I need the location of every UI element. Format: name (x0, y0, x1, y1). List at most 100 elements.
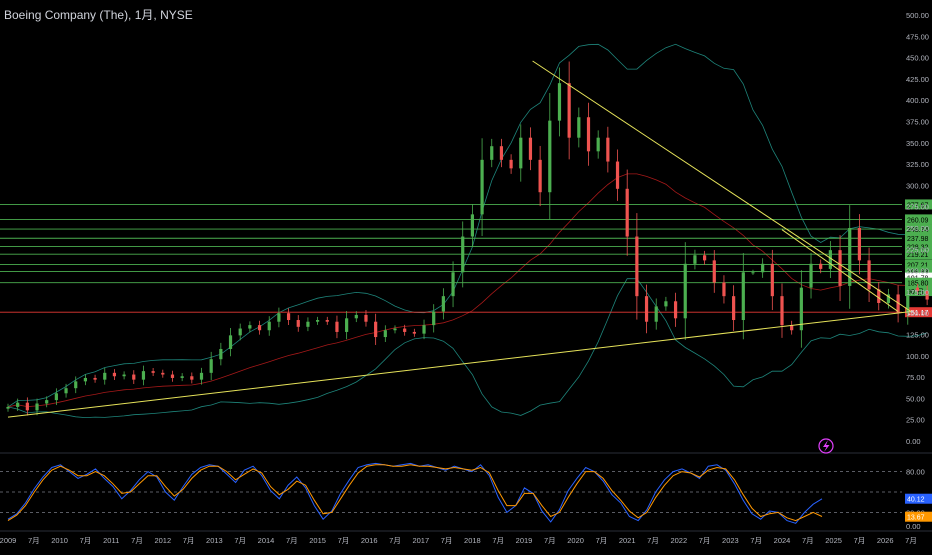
candle-body (741, 272, 745, 321)
candle-body (374, 321, 378, 338)
x-tick-label: 2018 (464, 536, 481, 545)
price-level-tag (905, 233, 932, 244)
x-tick-label: 7月 (286, 536, 298, 545)
y-tick-label: 475.00 (906, 32, 929, 41)
x-tick-label: 2024 (774, 536, 791, 545)
x-tick-label: 7月 (183, 536, 195, 545)
y-tick-label: 350.00 (906, 139, 929, 148)
candle-body (412, 331, 416, 334)
x-tick-label: 7月 (596, 536, 608, 545)
candle-body (141, 371, 146, 380)
x-tick-label: 2023 (722, 536, 739, 545)
price-level-label: 260.09 (907, 217, 929, 224)
grid (0, 452, 932, 532)
candle-body (364, 314, 368, 322)
candle-body (925, 291, 929, 300)
candle-body (519, 137, 523, 169)
x-tick-label: 2021 (619, 536, 636, 545)
candle-body (751, 272, 755, 274)
candle-body (635, 236, 639, 297)
candle-body (161, 372, 165, 375)
price-level-tag (905, 307, 932, 318)
candle-body (896, 294, 900, 314)
candle-body (877, 289, 881, 303)
y-tick-label: 400.00 (906, 96, 929, 105)
price-level-tag (905, 214, 932, 225)
x-tick-label: 7月 (234, 536, 246, 545)
lightning-icon[interactable] (818, 438, 834, 454)
candle-body (209, 359, 213, 373)
candle-body (93, 377, 97, 380)
candle-body (132, 374, 136, 380)
trendline (781, 229, 899, 312)
candle-body (122, 374, 126, 377)
candle-body (112, 372, 117, 377)
stoch-readout-label: 40.12 (907, 497, 925, 504)
x-tick-label: 2012 (154, 536, 171, 545)
stoch-y-tick-label: 80.00 (906, 468, 925, 477)
candle-body (673, 301, 678, 319)
x-tick-label: 7月 (492, 536, 504, 545)
y-tick-label: 100.00 (906, 352, 929, 361)
stoch-y-tick-label: 0.00 (906, 522, 921, 531)
bollinger-bands (7, 43, 928, 419)
x-tick-label: 7月 (338, 536, 350, 545)
candle-body (257, 325, 262, 331)
candle-body (586, 117, 591, 152)
candle-body (35, 403, 39, 411)
candle-body (499, 146, 504, 160)
candle-body (103, 372, 107, 380)
candle-body (238, 328, 242, 336)
candle-body (296, 320, 300, 327)
x-tick-label: 7月 (802, 536, 814, 545)
candle-body (606, 137, 610, 162)
candle-body (538, 159, 542, 193)
x-tick-label: 2025 (825, 536, 842, 545)
price-level-label: 248.74 (907, 227, 929, 234)
candle-body (509, 159, 513, 169)
stoch-k-line (7, 462, 823, 524)
price-level-label: 277.67 (907, 202, 929, 209)
y-tick-label: 150.00 (906, 309, 929, 318)
x-tick-label: 7月 (544, 536, 556, 545)
price-level-tag (905, 277, 932, 288)
candle-body (16, 402, 20, 407)
candle-body (190, 376, 194, 380)
candle-body (286, 313, 291, 321)
x-tick-label: 2019 (516, 536, 533, 545)
candle-body (886, 294, 891, 303)
candle-body (490, 146, 494, 160)
candle-body (790, 325, 794, 331)
candle-body (732, 296, 736, 321)
candle-body (83, 377, 87, 382)
x-tick-label: 7月 (389, 536, 401, 545)
candle-body (799, 287, 803, 331)
candle-body (828, 250, 832, 269)
candle-body (596, 137, 600, 152)
candle-body (857, 228, 861, 261)
trendline (532, 60, 912, 312)
candle-body (712, 260, 716, 283)
candle-body (45, 400, 49, 404)
candle-body (722, 282, 726, 297)
candle-body (354, 314, 358, 319)
candle-body (6, 406, 10, 409)
x-tick-label: 2011 (103, 536, 119, 545)
y-tick-label: 450.00 (906, 54, 929, 63)
candle-body (780, 296, 784, 326)
candle-body (335, 321, 339, 332)
candle-body (577, 117, 581, 138)
price-level-tag (905, 266, 932, 277)
y-tick-label: 200.00 (906, 267, 929, 276)
x-tick-label: 7月 (699, 536, 711, 545)
y-tick-label: 75.00 (906, 373, 925, 382)
price-level-label: 219.21 (907, 252, 929, 259)
trendlines (7, 60, 912, 418)
x-tick-label: 2026 (877, 536, 894, 545)
y-tick-label: 275.00 (906, 203, 929, 212)
candle-body (770, 263, 774, 297)
